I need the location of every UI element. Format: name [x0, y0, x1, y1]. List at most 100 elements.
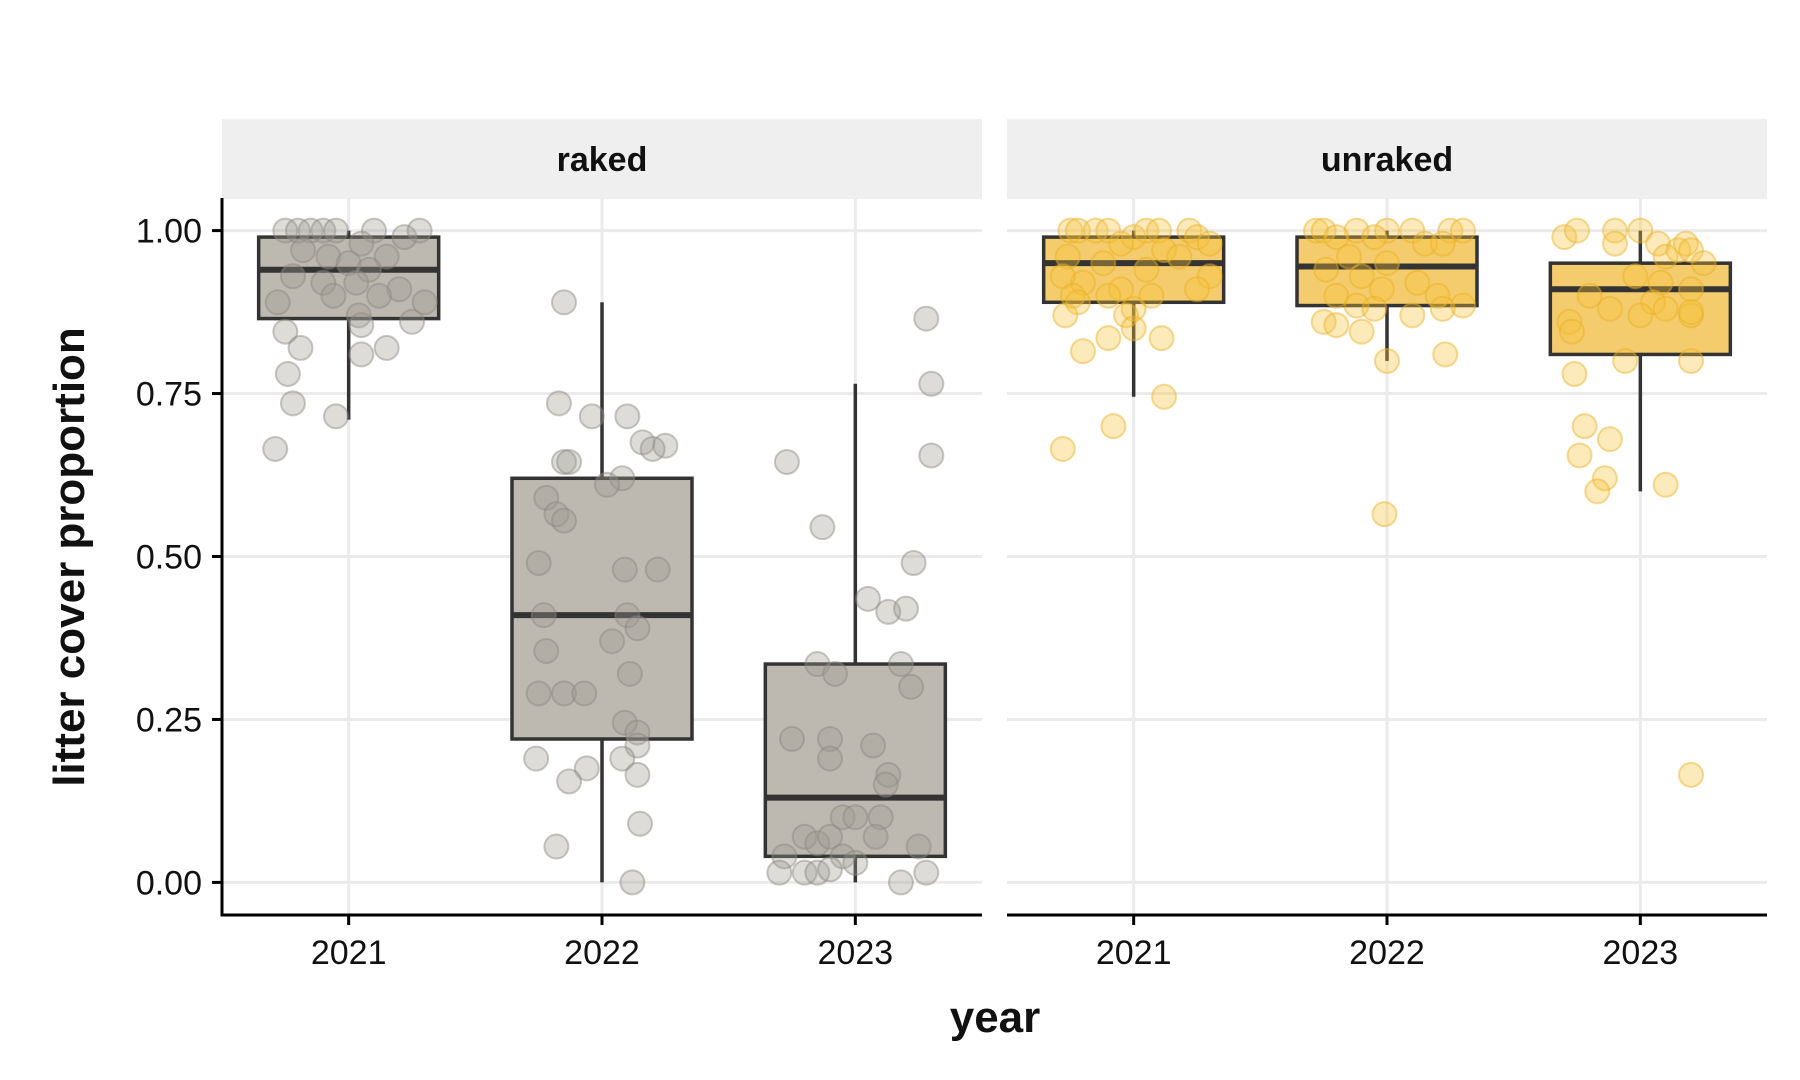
- data-point: [1566, 442, 1593, 469]
- data-point: [1652, 471, 1679, 498]
- data-point: [262, 435, 289, 462]
- data-point: [624, 761, 651, 788]
- x-tick-label: 2023: [818, 934, 894, 972]
- data-point: [822, 660, 849, 687]
- data-point: [348, 312, 375, 339]
- data-point: [1450, 217, 1476, 244]
- data-point: [624, 719, 651, 746]
- data-point: [1374, 347, 1400, 374]
- data-point: [809, 514, 836, 541]
- data-point: [310, 269, 337, 296]
- data-point: [1551, 224, 1578, 251]
- data-point: [525, 680, 552, 707]
- data-point: [1672, 230, 1699, 257]
- data-point: [1120, 295, 1147, 322]
- data-point: [1064, 289, 1091, 316]
- data-point: [523, 745, 550, 772]
- data-point: [1591, 465, 1618, 492]
- box-iqr-2022: [1295, 235, 1479, 308]
- data-point: [355, 256, 382, 283]
- data-point: [644, 556, 671, 583]
- data-point: [551, 289, 577, 316]
- data-point: [366, 282, 393, 309]
- data-point: [1310, 308, 1337, 335]
- data-point: [411, 289, 438, 316]
- data-point: [627, 810, 653, 837]
- data-point: [1665, 237, 1692, 264]
- data-point: [1678, 302, 1704, 329]
- data-point: [1647, 269, 1674, 296]
- data-point: [842, 804, 869, 831]
- data-point: [639, 435, 666, 462]
- data-point: [1371, 501, 1398, 528]
- data-point: [629, 429, 656, 456]
- data-point: [1596, 426, 1623, 453]
- data-point: [1612, 347, 1639, 374]
- facet-strip: [222, 119, 982, 199]
- y-tick-label: 0.25: [136, 701, 202, 739]
- data-point: [279, 390, 306, 417]
- data-point: [887, 651, 914, 678]
- data-point: [624, 732, 651, 759]
- data-point: [1564, 217, 1590, 244]
- data-point: [1166, 243, 1193, 270]
- x-tick-label: 2022: [564, 934, 640, 972]
- data-point: [594, 471, 621, 498]
- data-point: [1151, 383, 1178, 410]
- data-point: [1343, 217, 1370, 244]
- data-point: [1146, 217, 1172, 244]
- data-point: [829, 804, 856, 831]
- data-point: [373, 243, 400, 270]
- panel-raked: raked 2021 2022 2023: [222, 119, 982, 972]
- data-point: [556, 768, 583, 795]
- data-point: [1095, 325, 1122, 352]
- data-point: [1652, 243, 1679, 270]
- data-point: [1049, 263, 1076, 290]
- data-point: [543, 833, 570, 860]
- data-point: [1082, 217, 1109, 244]
- data-point: [817, 856, 843, 883]
- data-point: [1584, 478, 1611, 505]
- y-axis-title: litter cover proportion: [45, 327, 94, 787]
- data-point: [323, 403, 349, 430]
- data-point: [1196, 230, 1223, 257]
- data-point: [373, 334, 400, 361]
- y-tick-label: 0.75: [136, 376, 202, 414]
- data-point: [1313, 256, 1340, 283]
- data-point: [614, 602, 641, 629]
- data-point: [1310, 217, 1337, 244]
- data-point: [556, 448, 583, 475]
- data-point: [1184, 224, 1210, 251]
- data-point: [1348, 263, 1375, 290]
- data-point: [1052, 302, 1079, 329]
- data-point: [611, 709, 638, 736]
- data-point: [571, 680, 598, 707]
- data-point: [1652, 295, 1679, 322]
- data-point: [842, 849, 869, 876]
- data-point: [829, 843, 856, 870]
- data-point: [343, 269, 370, 296]
- data-point: [525, 550, 552, 577]
- data-point: [1561, 360, 1588, 387]
- data-point: [1120, 315, 1147, 342]
- data-point: [913, 859, 940, 886]
- data-point: [862, 823, 889, 850]
- data-point: [335, 250, 362, 277]
- data-point: [1678, 347, 1704, 374]
- data-point: [285, 217, 311, 244]
- x-tick-label: 2021: [311, 934, 387, 972]
- data-point: [1678, 237, 1704, 264]
- data-point: [817, 745, 843, 772]
- data-point: [1576, 282, 1603, 309]
- data-point: [1070, 338, 1096, 365]
- data-point: [530, 602, 557, 629]
- box-iqr-2021: [256, 235, 441, 321]
- data-point: [804, 830, 831, 857]
- data-point: [898, 673, 925, 700]
- data-point: [1429, 295, 1456, 322]
- data-point: [1437, 217, 1464, 244]
- data-point: [1176, 217, 1203, 244]
- data-point: [766, 859, 793, 886]
- data-point: [1133, 256, 1160, 283]
- box-iqr-2022: [510, 476, 694, 741]
